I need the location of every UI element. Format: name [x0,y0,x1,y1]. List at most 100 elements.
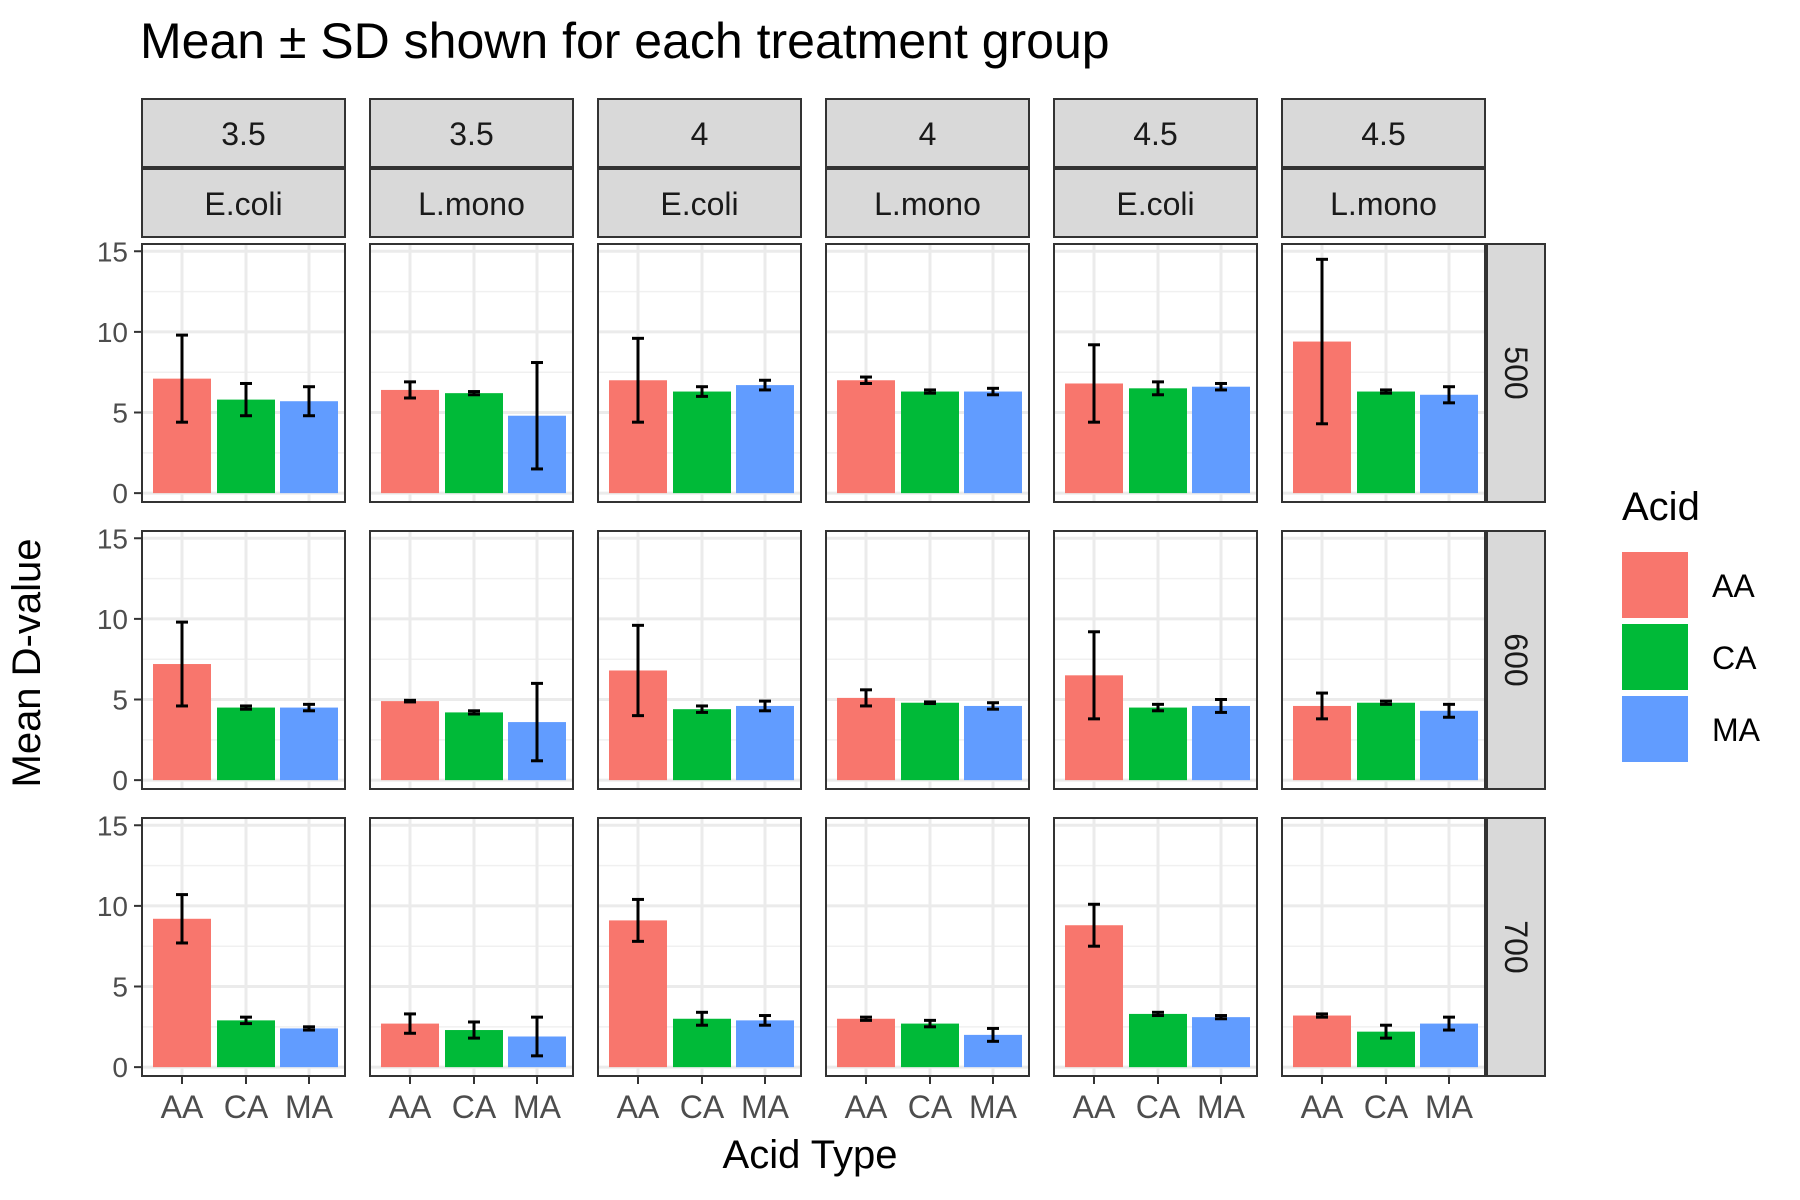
bar-CA [217,1020,275,1068]
legend-swatch-CA [1622,624,1688,690]
facet-strip-bottom-4 [1053,168,1258,238]
y-tick-label: 10 [97,317,128,348]
facet-strip-top-0 [141,98,346,168]
legend-label-CA: CA [1712,640,1757,676]
facet-strip-label-top-2: 4 [691,116,709,152]
x-tick-label: AA [389,1089,432,1125]
y-tick-label: 0 [112,478,128,509]
facet-strip-label-bottom-3: L.mono [874,186,981,222]
legend-swatch-MA [1622,696,1688,762]
bar-MA [1192,705,1250,781]
facet-strip-top-2 [597,98,802,168]
facet-strip-label-top-4: 4.5 [1133,116,1177,152]
bar-MA [964,391,1022,494]
bar-MA [280,707,338,781]
x-tick-label: CA [1364,1089,1409,1125]
legend-label-AA: AA [1712,568,1755,604]
bar-CA [1357,702,1415,781]
facet-strip-label-bottom-4: E.coli [1116,186,1194,222]
x-tick-label: MA [741,1089,790,1125]
bar-CA [445,393,503,494]
x-tick-label: MA [285,1089,334,1125]
panel-border-1-5 [1281,530,1486,790]
row-strip-label-1: 600 [1498,633,1534,686]
y-tick-label: 5 [112,398,128,429]
bar-MA [1420,710,1478,781]
bar-MA [736,385,794,494]
y-tick-label: 0 [112,1052,128,1083]
bar-CA [445,712,503,781]
bar-CA [1129,388,1187,494]
chart-title: Mean ± SD shown for each treatment group [140,13,1110,69]
y-tick-label: 10 [97,891,128,922]
panel-border-2-3 [825,817,1030,1077]
bar-MA [736,1020,794,1068]
legend-title: Acid [1622,485,1700,529]
bar-MA [1192,1017,1250,1068]
x-tick-label: AA [1073,1089,1116,1125]
x-tick-label: CA [224,1089,269,1125]
panel-border-1-4 [1053,530,1258,790]
facet-strip-label-bottom-0: E.coli [204,186,282,222]
x-axis-title: Acid Type [723,1133,898,1177]
facet-strip-top-1 [369,98,574,168]
bar-AA [609,920,667,1068]
bar-CA [673,391,731,494]
bar-CA [901,391,959,494]
facet-strip-label-bottom-1: L.mono [418,186,525,222]
facet-strip-bottom-3 [825,168,1030,238]
legend-label-MA: MA [1712,712,1761,748]
x-tick-label: CA [1136,1089,1181,1125]
facet-strip-label-top-3: 4 [919,116,937,152]
y-tick-label: 15 [97,810,128,841]
facet-strip-label-top-5: 4.5 [1361,116,1405,152]
y-tick-label: 0 [112,765,128,796]
bar-CA [1357,391,1415,494]
row-strip-0 [1486,243,1546,503]
x-tick-label: MA [969,1089,1018,1125]
panel-border-2-5 [1281,817,1486,1077]
bar-AA [837,1018,895,1068]
bar-CA [901,702,959,781]
facet-strip-label-top-0: 3.5 [221,116,265,152]
facet-strip-top-3 [825,98,1030,168]
panel-border-0-4 [1053,243,1258,503]
y-tick-label: 15 [97,236,128,267]
panel-border-1-2 [597,530,802,790]
bar-CA [673,1018,731,1068]
facet-strip-label-bottom-2: E.coli [660,186,738,222]
panel-border-0-3 [825,243,1030,503]
bar-AA [381,389,439,494]
bar-MA [964,705,1022,781]
x-tick-label: AA [617,1089,660,1125]
panel-border-0-1 [369,243,574,503]
panel-border-0-0 [141,243,346,503]
panel-border-2-2 [597,817,802,1077]
row-strip-label-2: 700 [1498,920,1534,973]
facet-strip-label-top-1: 3.5 [449,116,493,152]
panel-border-2-1 [369,817,574,1077]
panel-border-2-4 [1053,817,1258,1077]
x-tick-label: CA [452,1089,497,1125]
facet-strip-bottom-5 [1281,168,1486,238]
bar-AA [1065,925,1123,1068]
facet-strip-top-4 [1053,98,1258,168]
bar-MA [280,1028,338,1068]
panel-border-0-2 [597,243,802,503]
panel-border-2-0 [141,817,346,1077]
panel-border-1-1 [369,530,574,790]
bar-MA [1420,394,1478,494]
bar-CA [1129,1013,1187,1068]
facet-strip-label-bottom-5: L.mono [1330,186,1437,222]
y-tick-label: 15 [97,523,128,554]
row-strip-2 [1486,817,1546,1077]
bar-AA [837,380,895,494]
y-tick-label: 5 [112,685,128,716]
bar-AA [837,697,895,781]
bar-CA [217,707,275,781]
x-tick-label: CA [908,1089,953,1125]
y-axis-title: Mean D-value [5,538,49,787]
facet-strip-bottom-0 [141,168,346,238]
